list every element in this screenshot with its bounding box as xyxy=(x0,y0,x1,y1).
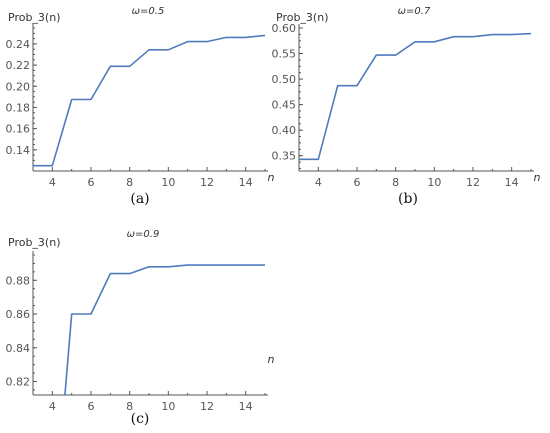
x-tick-label: 6 xyxy=(354,176,361,189)
data-point xyxy=(187,41,189,43)
data-point xyxy=(434,41,436,43)
y-tick-label: 0.18 xyxy=(6,101,31,114)
data-point xyxy=(298,158,300,160)
series-line xyxy=(64,264,265,396)
series-line xyxy=(33,34,266,167)
x-tick-label: 10 xyxy=(427,176,441,189)
x-tick-label: 14 xyxy=(505,176,519,189)
x-axis-label: n xyxy=(268,171,275,184)
panel-caption: (b) xyxy=(398,191,418,207)
data-point xyxy=(245,264,247,266)
data-point xyxy=(318,158,320,160)
chart-title: ω=0.5 xyxy=(132,6,165,17)
x-tick-label: 8 xyxy=(126,400,133,413)
series-line xyxy=(299,32,532,161)
x-tick-label: 4 xyxy=(315,176,322,189)
x-tick-label: 10 xyxy=(161,176,175,189)
data-point xyxy=(71,313,73,315)
y-tick-label: 0.45 xyxy=(272,99,297,112)
chart-panel-1: 0.35 0.40 0.45 0.50 0.55 0.60 4 6 8 10 12 14 Prob_3(… xyxy=(272,6,541,207)
y-tick-label: 0.20 xyxy=(6,80,31,93)
y-tick-label: 0.16 xyxy=(6,123,31,136)
data-point xyxy=(90,313,92,315)
x-axis-label: n xyxy=(534,171,541,184)
data-point xyxy=(472,36,474,38)
y-tick-label: 0.60 xyxy=(272,22,297,35)
data-point xyxy=(32,165,34,167)
y-axis-label: Prob_3(n) xyxy=(8,11,61,24)
x-tick-label: 12 xyxy=(466,176,480,189)
panel-caption: (c) xyxy=(131,411,150,427)
x-tick-label: 8 xyxy=(392,176,399,189)
data-point xyxy=(376,54,378,56)
data-point xyxy=(71,99,73,101)
data-point xyxy=(206,41,208,43)
y-tick-label: 0.82 xyxy=(6,376,31,389)
panel-caption: (a) xyxy=(130,191,149,207)
x-tick-label: 4 xyxy=(49,176,56,189)
data-point xyxy=(64,394,66,396)
y-tick-label: 0.14 xyxy=(6,144,31,157)
data-point xyxy=(226,264,228,266)
y-tick-label: 0.86 xyxy=(6,308,31,321)
y-tick-label: 0.35 xyxy=(272,150,297,163)
x-tick-label: 10 xyxy=(161,400,175,413)
y-tick-label: 0.50 xyxy=(272,73,297,86)
data-point xyxy=(453,36,455,38)
x-tick-label: 12 xyxy=(200,176,214,189)
chart-panel-2: 0.82 0.84 0.86 0.88 4 6 8 10 12 14 Prob_3(n) ω=0.9 n… xyxy=(6,229,275,427)
y-tick-label: 0.55 xyxy=(272,48,297,61)
data-point xyxy=(245,37,247,39)
chart-panel-0: 0.14 0.16 0.18 0.20 0.22 0.24 4 6 8 10 12 14 Prob_3(… xyxy=(6,6,275,207)
data-point xyxy=(52,165,54,167)
data-point xyxy=(129,273,131,275)
y-tick-label: 0.88 xyxy=(6,274,31,287)
data-point xyxy=(129,66,131,68)
data-point xyxy=(148,266,150,268)
data-point xyxy=(414,41,416,43)
data-point xyxy=(264,264,266,266)
data-point xyxy=(168,266,170,268)
x-tick-label: 12 xyxy=(200,400,214,413)
data-point xyxy=(511,34,513,36)
data-point xyxy=(110,273,112,275)
data-point xyxy=(356,85,358,87)
chart-title: ω=0.7 xyxy=(398,6,431,17)
data-point xyxy=(492,34,494,36)
x-tick-label: 14 xyxy=(239,176,253,189)
data-point xyxy=(264,35,266,37)
y-tick-label: 0.22 xyxy=(6,59,31,72)
x-axis-label: n xyxy=(268,353,275,366)
data-point xyxy=(395,54,397,56)
data-point xyxy=(148,49,150,51)
y-tick-label: 0.84 xyxy=(6,342,31,355)
x-tick-label: 6 xyxy=(88,176,95,189)
y-tick-label: 0.24 xyxy=(6,38,31,51)
data-point xyxy=(226,37,228,39)
x-tick-label: 8 xyxy=(126,176,133,189)
x-tick-label: 6 xyxy=(88,400,95,413)
data-point xyxy=(187,264,189,266)
y-axis-label: Prob_3(n) xyxy=(276,11,329,24)
data-point xyxy=(337,85,339,87)
data-point xyxy=(90,99,92,101)
data-point xyxy=(110,66,112,68)
chart-title: ω=0.9 xyxy=(127,229,160,240)
y-axis-label: Prob_3(n) xyxy=(8,236,61,249)
data-point xyxy=(168,49,170,51)
y-tick-label: 0.40 xyxy=(272,124,297,137)
data-point xyxy=(530,33,532,35)
x-tick-label: 14 xyxy=(239,400,253,413)
data-point xyxy=(206,264,208,266)
x-tick-label: 4 xyxy=(49,400,56,413)
